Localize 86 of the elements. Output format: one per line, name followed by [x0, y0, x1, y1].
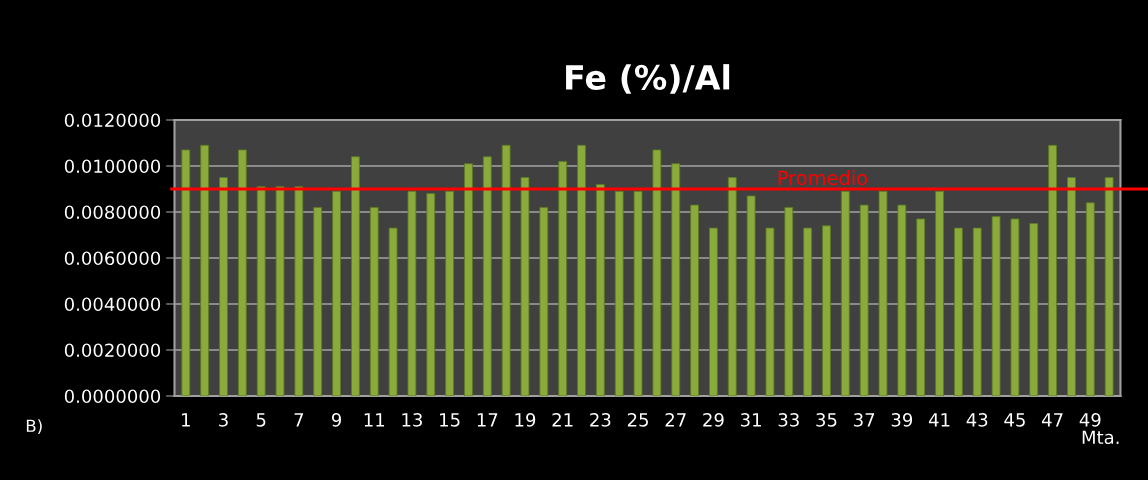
- bar: [275, 186, 285, 396]
- bar: [332, 190, 341, 396]
- bar: [426, 193, 436, 396]
- bar: [237, 149, 247, 396]
- bar: [369, 206, 379, 396]
- bar: [558, 160, 568, 396]
- bar: [501, 144, 511, 396]
- bar: [1029, 223, 1039, 396]
- bar: [294, 186, 304, 396]
- x-tick-label: 3: [219, 412, 228, 427]
- x-tick-label: 13: [402, 412, 422, 427]
- bar: [784, 206, 794, 396]
- x-tick-label: 27: [665, 412, 686, 427]
- y-tick-label: 0.0120000: [64, 113, 161, 128]
- x-tick-label: 17: [477, 413, 498, 427]
- x-tick-label: 19: [515, 412, 536, 427]
- x-tick-label: 11: [364, 413, 385, 427]
- bar: [822, 225, 831, 396]
- bar: [746, 195, 756, 396]
- bar: [1104, 177, 1114, 396]
- bar: [803, 227, 813, 396]
- bar: [840, 190, 850, 396]
- x-tick-label: 47: [1042, 413, 1063, 427]
- bar: [445, 190, 454, 396]
- bar: [351, 156, 360, 396]
- bar: [652, 149, 662, 396]
- x-tick-label: 39: [891, 412, 913, 427]
- y-tick-label: 0.0040000: [64, 297, 161, 312]
- x-tick-label: 37: [854, 412, 875, 427]
- bar: [256, 186, 266, 396]
- bar: [313, 206, 323, 396]
- bar: [482, 156, 492, 396]
- chart-title: Fe (%)/Al: [566, 64, 730, 94]
- bar: [972, 227, 982, 396]
- bar: [897, 204, 907, 396]
- bar: [671, 163, 681, 396]
- bar: [1067, 177, 1076, 396]
- x-tick-label: 31: [741, 412, 761, 427]
- text: B): [26, 419, 42, 434]
- y-tick-label: 0.0100000: [64, 159, 161, 174]
- bar: [520, 177, 530, 396]
- x-tick-label: 15: [440, 413, 460, 427]
- x-tick-label: 33: [778, 412, 799, 427]
- bar: [595, 183, 605, 396]
- bar: [690, 204, 699, 396]
- x-tick-label: 35: [816, 412, 837, 427]
- bar: [727, 177, 737, 396]
- bar: [991, 216, 1001, 396]
- ref-line-label: Promedio: [778, 170, 868, 186]
- x-tick-label: 23: [590, 412, 611, 427]
- x-tick-label: 21: [552, 412, 573, 427]
- bar: [633, 190, 643, 396]
- bar: [1048, 144, 1057, 396]
- bar: [388, 227, 398, 396]
- y-tick-label: 0.0080000: [64, 205, 161, 220]
- bar: [765, 227, 775, 396]
- x-tick-label: 25: [627, 412, 648, 427]
- bar: [1085, 202, 1095, 396]
- bar: [181, 149, 191, 396]
- x-tick-label: 7: [294, 413, 304, 427]
- bar: [614, 190, 624, 396]
- x-tick-label: 41: [928, 413, 950, 427]
- bar: [464, 163, 473, 396]
- x-tick-label: 43: [966, 412, 988, 427]
- bar: [709, 227, 718, 396]
- x-tick-label: 29: [703, 412, 724, 427]
- y-tick-label: 0.0000000: [64, 389, 161, 404]
- bar: [539, 206, 549, 396]
- bar: [935, 190, 944, 396]
- bar: [954, 227, 963, 396]
- y-tick-label: 0.0060000: [64, 251, 161, 266]
- bar: [407, 190, 417, 396]
- x-tick-label: 45: [1004, 413, 1025, 427]
- bar: [577, 144, 586, 396]
- x-tick-label: 1: [182, 413, 190, 427]
- bar: [219, 177, 228, 396]
- bar: [878, 190, 888, 396]
- y-tick-label: 0.0020000: [64, 343, 161, 358]
- x-tick-label: 9: [331, 412, 342, 427]
- bar: [200, 144, 210, 396]
- bar: [1010, 218, 1020, 396]
- bar: [916, 218, 926, 396]
- x-tick-label: 5: [256, 413, 266, 427]
- x-axis-title: Mta.: [1082, 430, 1119, 445]
- x-tick-label: 49: [1079, 412, 1101, 427]
- bar: [859, 204, 869, 396]
